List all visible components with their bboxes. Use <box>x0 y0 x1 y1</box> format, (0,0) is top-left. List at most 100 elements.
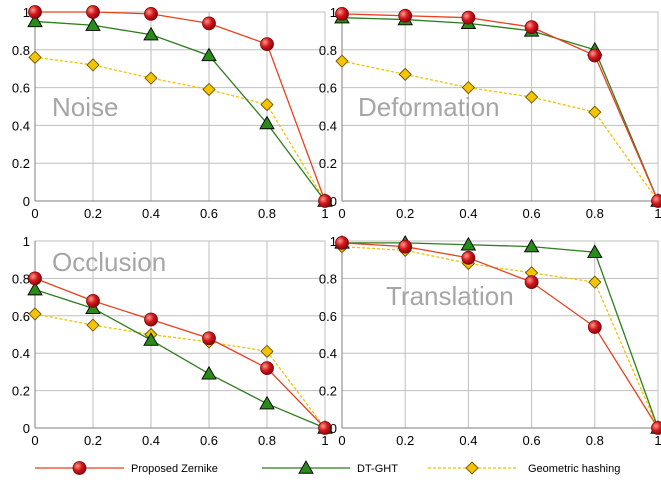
data-point <box>260 97 274 112</box>
legend-label: DT-GHT <box>357 463 398 475</box>
legend-marker <box>298 460 314 474</box>
data-point <box>335 6 349 21</box>
x-tick-label: 0.2 <box>396 206 414 221</box>
data-point <box>28 271 42 286</box>
series-line <box>341 242 659 429</box>
plot-area <box>341 11 659 202</box>
y-tick-label: 0.6 <box>12 81 30 96</box>
data-point <box>202 16 216 31</box>
series-line <box>34 20 326 202</box>
x-tick-label: 0 <box>31 206 38 221</box>
y-tick-label: 1 <box>330 234 337 249</box>
x-tick-label: 0.8 <box>258 206 276 221</box>
data-point <box>28 307 42 321</box>
data-point <box>461 80 476 95</box>
data-point <box>86 293 100 308</box>
data-point <box>318 194 332 208</box>
x-tick-label: 1 <box>654 433 661 448</box>
data-point <box>587 320 602 334</box>
series-line <box>34 289 326 429</box>
data-point <box>259 395 275 410</box>
data-point <box>28 5 42 19</box>
series-line <box>341 60 659 202</box>
x-tick-label: 0.8 <box>586 433 604 448</box>
y-tick-label: 0.4 <box>12 118 30 133</box>
data-point <box>86 58 100 72</box>
y-tick-label: 1 <box>23 234 30 249</box>
y-tick-label: 0.8 <box>12 271 30 286</box>
data-point <box>651 194 661 208</box>
x-tick-label: 1 <box>321 433 328 448</box>
data-point <box>202 82 216 97</box>
legend-item: Proposed Zernike <box>35 461 218 475</box>
x-tick-label: 0 <box>31 433 38 448</box>
data-point <box>260 361 274 376</box>
legend-label: Proposed Zernike <box>131 463 218 475</box>
chart-legend: Proposed Zernike DT-GHT Geometric hashing <box>35 460 620 475</box>
plot-area <box>34 240 326 429</box>
data-point <box>143 26 159 41</box>
x-tick-label: 0.4 <box>459 433 477 448</box>
y-tick-label: 0.4 <box>319 346 337 361</box>
data-point <box>587 244 603 258</box>
y-tick-label: 0.8 <box>319 43 337 58</box>
x-tick-label: 0.4 <box>142 206 160 221</box>
data-point <box>86 318 100 332</box>
series-proposed-zernike <box>335 6 661 208</box>
data-point <box>86 5 100 19</box>
x-tick-label: 1 <box>654 206 661 221</box>
data-point <box>85 17 101 31</box>
y-tick-label: 0.8 <box>319 271 337 286</box>
data-point <box>588 105 602 119</box>
legend-marker <box>72 461 87 475</box>
data-point <box>524 90 539 104</box>
x-tick-label: 0.6 <box>523 433 541 448</box>
data-point <box>398 67 412 82</box>
series-line <box>341 245 659 429</box>
data-point <box>588 275 602 289</box>
series-line <box>34 56 326 202</box>
panel-label: Occlusion <box>52 247 166 277</box>
y-tick-label: 0.2 <box>12 156 30 171</box>
series-proposed-zernike <box>28 271 332 435</box>
y-tick-label: 0.6 <box>319 81 337 96</box>
legend-label: Geometric hashing <box>528 463 620 475</box>
data-point <box>587 48 602 63</box>
panel-label: Translation <box>386 281 514 311</box>
data-point <box>524 20 539 35</box>
y-tick-label: 0 <box>330 194 337 209</box>
x-tick-label: 0 <box>338 433 345 448</box>
x-tick-label: 1 <box>321 206 328 221</box>
y-tick-label: 1 <box>330 5 337 20</box>
chart-panel-0: 0 0.2 0.4 0.6 0.8 1 0 0.2 0.4 0.6 0.8 1 Noise <box>12 5 333 221</box>
y-tick-label: 0.4 <box>319 118 337 133</box>
data-point <box>524 275 539 290</box>
x-tick-label: 0.8 <box>258 433 276 448</box>
data-point <box>335 235 349 250</box>
x-tick-label: 0.4 <box>142 433 160 448</box>
data-point <box>651 421 661 435</box>
x-tick-label: 0.8 <box>586 206 604 221</box>
chart-panel-2: 0 0.2 0.4 0.6 0.8 1 0 0.2 0.4 0.6 0.8 1 Occlusion <box>12 234 333 448</box>
y-tick-label: 0 <box>23 194 30 209</box>
x-tick-label: 0.2 <box>396 433 414 448</box>
series-line <box>34 277 326 429</box>
series-line <box>341 13 659 202</box>
plot-area <box>341 240 659 429</box>
data-point <box>398 8 413 23</box>
series-line <box>342 242 659 429</box>
legend-item: DT-GHT <box>262 460 398 475</box>
y-tick-label: 0.6 <box>319 309 337 324</box>
x-tick-label: 0.6 <box>200 206 218 221</box>
data-point <box>398 239 413 254</box>
y-tick-label: 0.2 <box>319 156 337 171</box>
x-tick-label: 0.2 <box>84 206 102 221</box>
data-point <box>27 281 43 296</box>
x-tick-label: 0.6 <box>523 206 541 221</box>
data-point <box>143 332 159 346</box>
series-line <box>341 17 659 202</box>
y-tick-label: 1 <box>23 5 30 20</box>
data-point <box>461 250 476 265</box>
